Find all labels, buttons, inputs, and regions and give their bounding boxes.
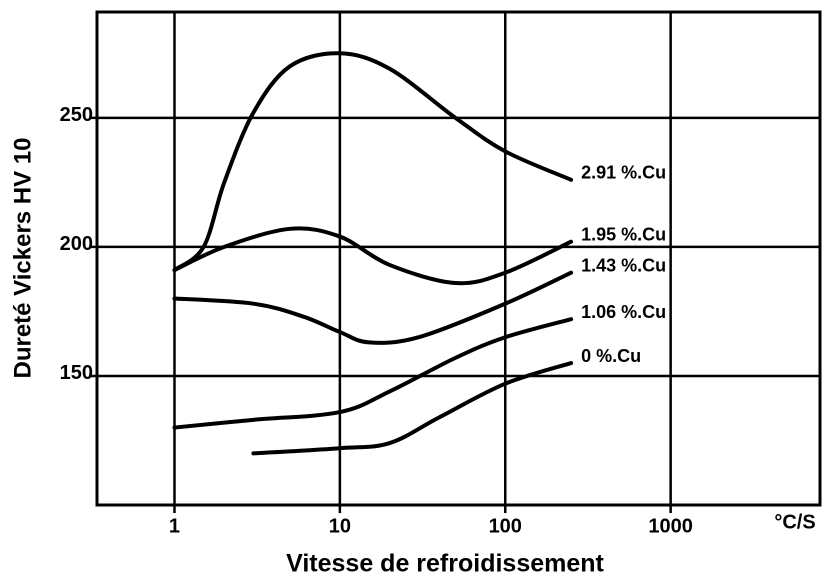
label-background	[579, 224, 669, 245]
label-background	[579, 345, 644, 366]
label-background	[579, 162, 669, 183]
series-label: 0 %.Cu	[581, 346, 641, 366]
series-label: 1.06 %.Cu	[581, 302, 666, 322]
line-series	[172, 226, 574, 286]
x-tick-label: 10	[329, 515, 351, 537]
series-label: 1.95 %.Cu	[581, 224, 666, 244]
y-axis-label: Dureté Vickers HV 10	[9, 137, 36, 378]
series-label: 2.91 %.Cu	[581, 163, 666, 183]
x-unit: °C/S	[774, 511, 815, 533]
y-tick-label: 150	[60, 362, 93, 384]
line-series	[172, 51, 574, 273]
plot-frame	[95, 10, 822, 507]
line-series	[251, 361, 574, 456]
line-series	[172, 270, 574, 345]
line-series	[172, 317, 574, 430]
x-tick-label: 1000	[648, 515, 693, 537]
label-background	[579, 255, 669, 276]
y-tick-label: 200	[60, 233, 93, 255]
x-tick-label: 1	[169, 515, 180, 537]
label-background	[579, 301, 669, 322]
x-axis-label: Vitesse de refroidissement	[286, 550, 604, 578]
x-tick-label: 100	[489, 515, 522, 537]
y-tick-label: 250	[60, 104, 93, 126]
series-label: 1.43 %.Cu	[581, 255, 666, 275]
